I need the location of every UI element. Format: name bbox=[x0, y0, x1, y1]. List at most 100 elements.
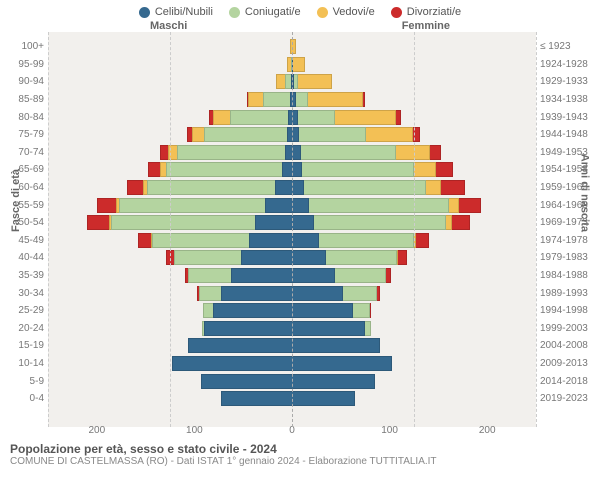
bar-segment-married bbox=[263, 92, 290, 107]
bar-segment-single bbox=[292, 321, 365, 336]
legend-swatch bbox=[229, 7, 240, 18]
bar-segment-single bbox=[292, 338, 380, 353]
age-label: 55-59 bbox=[0, 200, 48, 211]
bar-segment-divorced bbox=[377, 286, 379, 301]
birth-year-label: 1989-1993 bbox=[536, 288, 600, 299]
bar-segment-married bbox=[298, 110, 335, 125]
bar-segment-divorced bbox=[416, 233, 428, 248]
bar-segment-single bbox=[292, 356, 392, 371]
legend-swatch bbox=[139, 7, 150, 18]
bar-segment-divorced bbox=[398, 250, 407, 265]
bar-segment-divorced bbox=[386, 268, 391, 283]
bar-segment-divorced bbox=[436, 162, 453, 177]
bar-segment-married bbox=[204, 127, 287, 142]
bar-segment-single bbox=[172, 356, 292, 371]
bar-segment-married bbox=[199, 286, 221, 301]
pyramid-row: 95-991924-1928 bbox=[0, 56, 600, 74]
legend-item: Vedovi/e bbox=[317, 6, 375, 18]
birth-year-label: 2014-2018 bbox=[536, 376, 600, 387]
grid-line bbox=[536, 32, 537, 427]
bar-segment-married bbox=[335, 268, 386, 283]
bar-segment-single bbox=[292, 268, 335, 283]
age-label: 95-99 bbox=[0, 59, 48, 70]
bar-segment-single bbox=[292, 215, 314, 230]
bar-segment-married bbox=[203, 303, 213, 318]
birth-year-label: 1939-1943 bbox=[536, 112, 600, 123]
pyramid-row: 15-192004-2008 bbox=[0, 337, 600, 355]
birth-year-label: 1994-1998 bbox=[536, 305, 600, 316]
bar-segment-single bbox=[292, 145, 301, 160]
bar-segment-married bbox=[353, 303, 370, 318]
bar-segment-divorced bbox=[148, 162, 160, 177]
age-label: 40-44 bbox=[0, 252, 48, 263]
bar-segment-divorced bbox=[452, 215, 470, 230]
birth-year-label: 1954-1958 bbox=[536, 164, 600, 175]
gender-right-label: Femmine bbox=[402, 20, 450, 32]
pyramid-row: 70-741949-1953 bbox=[0, 144, 600, 162]
pyramid-row: 80-84 1939-1943 bbox=[0, 108, 600, 126]
age-label: 100+ bbox=[0, 41, 48, 52]
grid-line bbox=[170, 32, 171, 427]
bar-segment-divorced bbox=[160, 145, 167, 160]
legend-label: Celibi/Nubili bbox=[155, 6, 213, 18]
bar-segment-divorced bbox=[459, 198, 481, 213]
bar-segment-single bbox=[292, 127, 299, 142]
pyramid-row: 90-941929-1933 bbox=[0, 73, 600, 91]
bar-segment-single bbox=[231, 268, 292, 283]
bar-segment-single bbox=[292, 374, 375, 389]
bar-segment-single bbox=[221, 391, 292, 406]
legend: Celibi/Nubili Coniugati/e Vedovi/e Divorzia… bbox=[0, 0, 600, 20]
gender-labels: Maschi Femmine bbox=[0, 20, 600, 32]
age-label: 50-54 bbox=[0, 217, 48, 228]
bar-segment-single bbox=[201, 374, 293, 389]
bar-segment-divorced bbox=[370, 303, 371, 318]
birth-year-label: 2019-2023 bbox=[536, 393, 600, 404]
age-label: 45-49 bbox=[0, 235, 48, 246]
bar-segment-married bbox=[319, 233, 414, 248]
bar-segment-divorced bbox=[430, 145, 441, 160]
pyramid-row: 75-791944-1948 bbox=[0, 126, 600, 144]
bar-segment-single bbox=[275, 180, 292, 195]
bar-segment-married bbox=[343, 286, 377, 301]
bar-segment-divorced bbox=[363, 92, 365, 107]
bar-segment-widowed bbox=[414, 162, 436, 177]
bar-segment-single bbox=[285, 145, 292, 160]
birth-year-label: 2004-2008 bbox=[536, 340, 600, 351]
pyramid-row: 50-541969-1973 bbox=[0, 214, 600, 232]
bar-segment-widowed bbox=[366, 127, 412, 142]
legend-item: Divorziati/e bbox=[391, 6, 461, 18]
bar-segment-widowed bbox=[396, 145, 430, 160]
birth-year-label: 1949-1953 bbox=[536, 147, 600, 158]
bar-segment-divorced bbox=[138, 233, 150, 248]
pyramid-row: 65-691954-1958 bbox=[0, 161, 600, 179]
age-label: 25-29 bbox=[0, 305, 48, 316]
bar-segment-divorced bbox=[127, 180, 143, 195]
bar-segment-widowed bbox=[449, 198, 459, 213]
grid-line bbox=[48, 32, 49, 427]
legend-label: Vedovi/e bbox=[333, 6, 375, 18]
bar-segment-widowed bbox=[192, 127, 204, 142]
bar-segment-single bbox=[204, 321, 292, 336]
birth-year-label: ≤ 1923 bbox=[536, 41, 600, 52]
age-label: 60-64 bbox=[0, 182, 48, 193]
bar-segment-single bbox=[213, 303, 292, 318]
bar-segment-divorced bbox=[97, 198, 117, 213]
grid-line bbox=[292, 32, 293, 427]
birth-year-label: 1944-1948 bbox=[536, 129, 600, 140]
title-block: Popolazione per età, sesso e stato civil… bbox=[0, 436, 600, 467]
bar-segment-married bbox=[174, 250, 241, 265]
age-label: 80-84 bbox=[0, 112, 48, 123]
pyramid-row: 10-142009-2013 bbox=[0, 355, 600, 373]
bar-segment-divorced bbox=[396, 110, 401, 125]
pyramid-row: 30-341989-1993 bbox=[0, 284, 600, 302]
legend-item: Coniugati/e bbox=[229, 6, 301, 18]
bar-segment-married bbox=[304, 180, 426, 195]
bar-segment-married bbox=[119, 198, 265, 213]
bar-segment-single bbox=[241, 250, 292, 265]
bar-segment-married bbox=[299, 127, 366, 142]
birth-year-label: 1959-1963 bbox=[536, 182, 600, 193]
bar-segment-married bbox=[309, 198, 449, 213]
legend-label: Coniugati/e bbox=[245, 6, 301, 18]
bar-segment-single bbox=[255, 215, 292, 230]
bar-segment-married bbox=[111, 215, 255, 230]
